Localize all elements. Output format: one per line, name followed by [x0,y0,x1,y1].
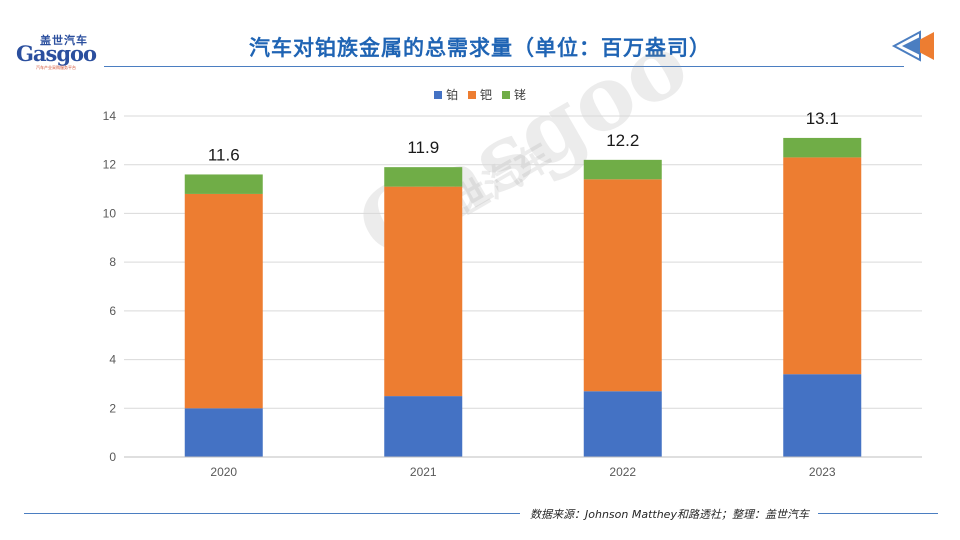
legend-item-rhodium: 铑 [501,86,526,103]
bar-segment [384,167,463,187]
bar-segment [583,391,662,457]
x-tick-label: 2021 [410,465,437,479]
y-tick-label: 0 [109,450,116,464]
gasgoo-logo: 盖世汽车 Gasgoo 汽车产业采购服务平台 [14,32,134,72]
bar-segment [184,408,263,457]
logo-tagline: 汽车产业采购服务平台 [36,65,76,70]
y-tick-label: 4 [109,353,116,367]
footer-divider-left [24,513,520,514]
bar-segment [783,374,862,457]
logo-english-name: Gasgoo [16,41,97,66]
legend-label-platinum: 铂 [446,88,459,102]
y-tick-label: 8 [109,255,116,269]
y-tick-label: 12 [103,158,117,172]
legend-item-palladium: 钯 [467,86,492,103]
logo-chinese-name: 盖世汽车 [40,34,88,47]
x-tick-label: 2020 [210,465,237,479]
bar-total-label: 11.9 [407,138,439,157]
legend-swatch-rhodium [501,91,510,99]
y-tick-label: 2 [109,401,116,415]
bar-total-label: 13.1 [806,109,839,128]
bar-total-label: 12.2 [606,131,639,150]
y-tick-label: 6 [109,304,116,318]
bar-segment [583,179,662,392]
bar-segment [783,157,862,375]
chart-legend: 铂 钯 铑 [0,86,960,103]
y-tick-label: 10 [103,206,117,220]
legend-swatch-palladium [467,91,476,99]
data-source-note: 数据来源：Johnson Matthey和路透社；整理：盖世汽车 [530,506,809,522]
legend-label-palladium: 钯 [479,88,492,102]
bar-segment [384,186,463,397]
bar-segment [184,174,263,194]
title-divider [104,66,904,67]
bar-segment [384,396,463,457]
x-tick-label: 2023 [809,465,836,479]
decorative-arrows-icon [891,30,934,62]
bar-segment [783,137,862,158]
y-tick-label: 14 [103,109,117,123]
page-title: 汽车对铂族金属的总需求量（单位：百万盎司） [249,36,711,60]
legend-item-platinum: 铂 [434,86,458,103]
legend-label-rhodium: 铑 [513,88,526,102]
bar-total-label: 11.6 [208,145,240,164]
legend-swatch-platinum [434,91,443,99]
bar-segment [583,159,662,180]
x-tick-label: 2022 [609,465,636,479]
bar-segment [184,193,263,409]
footer-divider-right [818,513,938,514]
